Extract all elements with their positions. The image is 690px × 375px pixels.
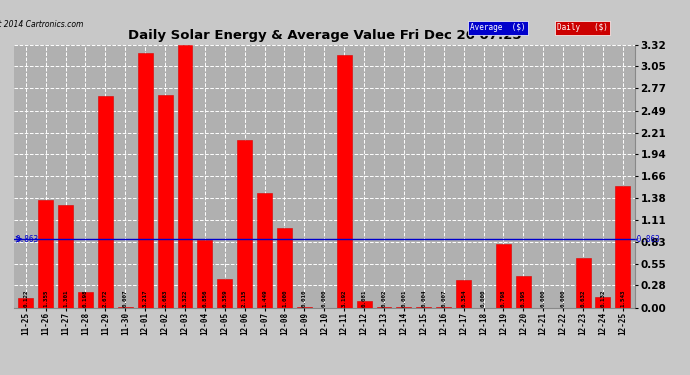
Bar [157,95,172,308]
Bar [58,205,73,308]
Text: Copyright 2014 Cartronics.com: Copyright 2014 Cartronics.com [0,20,83,29]
Bar [18,298,33,307]
Text: 3.217: 3.217 [143,290,148,307]
Text: 0.395: 0.395 [521,290,526,307]
Text: 1.000: 1.000 [282,290,287,307]
Bar [38,200,53,308]
Text: 2.672: 2.672 [103,290,108,307]
Text: 0.354: 0.354 [461,290,466,307]
Bar [456,279,471,308]
Text: 0.007: 0.007 [123,290,128,307]
Bar [98,96,113,308]
Text: 1.543: 1.543 [620,290,625,307]
Text: 0.132: 0.132 [600,290,605,307]
Text: 0.000: 0.000 [481,290,486,307]
Bar [118,307,132,308]
Bar [257,193,272,308]
Text: 3.192: 3.192 [342,290,346,307]
Text: 0.632: 0.632 [580,290,586,307]
Text: Average  ($): Average ($) [471,23,526,33]
Bar [138,53,152,307]
Text: 0.359: 0.359 [222,290,227,307]
Text: 1.301: 1.301 [63,290,68,307]
Title: Daily Solar Energy & Average Value Fri Dec 26 07:25: Daily Solar Energy & Average Value Fri D… [128,30,521,42]
Text: 0.000: 0.000 [322,290,327,307]
Text: 0.122: 0.122 [23,290,28,307]
Text: 0.081: 0.081 [362,290,366,307]
Text: 0.007: 0.007 [441,290,446,307]
Text: 0.004: 0.004 [422,290,426,307]
Bar [277,228,292,308]
Bar [217,279,233,308]
Text: 0.000: 0.000 [561,290,566,307]
Bar [78,292,93,308]
Bar [357,301,372,307]
Text: 0.863: 0.863 [16,235,39,244]
Text: 0.198: 0.198 [83,290,88,307]
Bar [595,297,611,307]
Text: 0.798: 0.798 [501,290,506,307]
Bar [237,140,252,308]
Text: 1.449: 1.449 [262,290,267,307]
Bar [177,45,193,308]
Text: 2.683: 2.683 [163,290,168,307]
Bar [496,244,511,308]
Bar [197,240,213,308]
Text: 1.355: 1.355 [43,290,48,307]
Text: 0.010: 0.010 [302,290,307,307]
Text: 0.000: 0.000 [541,290,546,307]
Bar [436,307,451,308]
Text: Daily   ($): Daily ($) [558,23,608,33]
Text: 0.001: 0.001 [402,290,406,307]
Bar [337,55,352,308]
Bar [575,258,591,307]
Text: 2.115: 2.115 [242,290,247,307]
Text: 0.002: 0.002 [382,290,386,307]
Text: →0.863: →0.863 [633,235,660,244]
Bar [297,307,312,308]
Text: 0.856: 0.856 [202,290,208,307]
Bar [615,186,631,308]
Text: 3.322: 3.322 [182,290,188,307]
Bar [516,276,531,308]
